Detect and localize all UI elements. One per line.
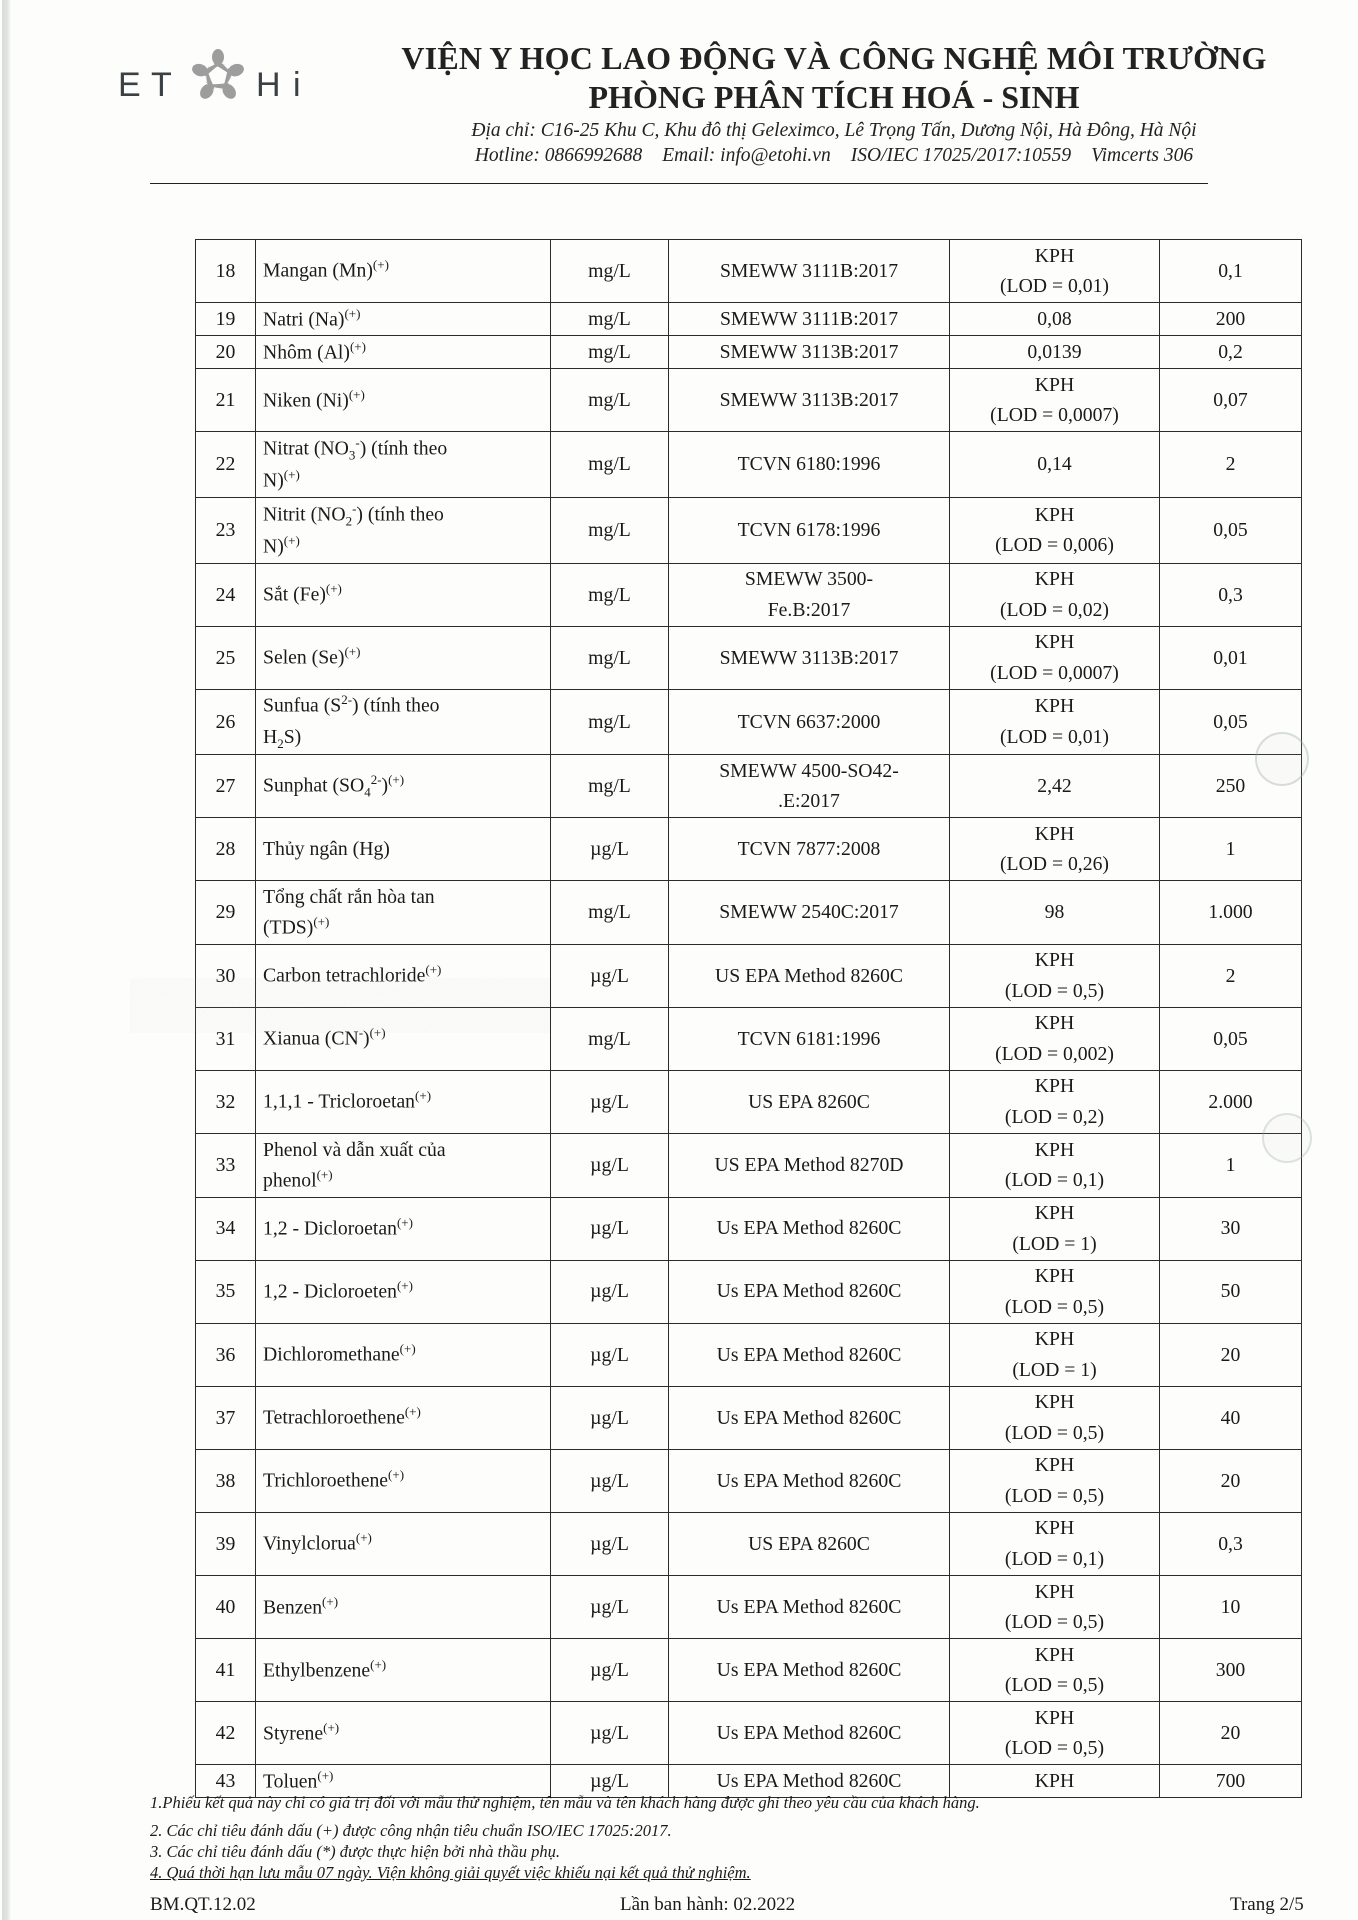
- svg-text:E: E: [118, 66, 144, 104]
- svg-text:T: T: [151, 66, 175, 104]
- svg-text:H: H: [256, 66, 284, 104]
- svg-text:i: i: [293, 66, 304, 104]
